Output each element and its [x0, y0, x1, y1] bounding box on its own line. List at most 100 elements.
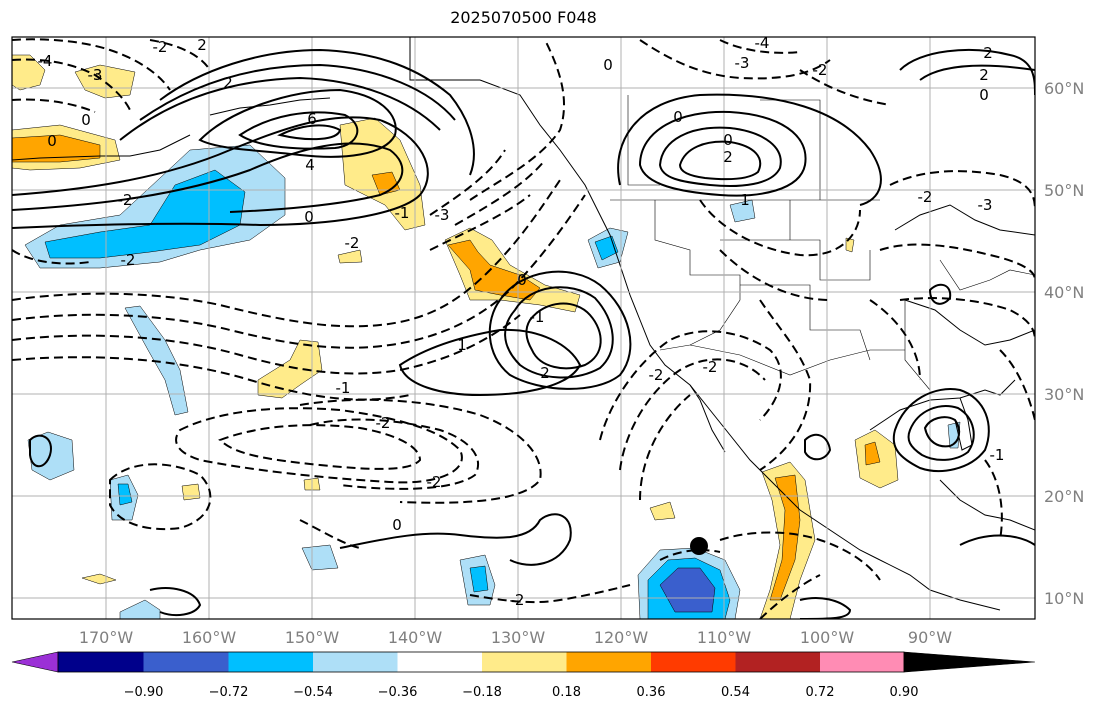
- fill-positive-small-1: [337, 249, 363, 264]
- contour-label: 0: [304, 208, 314, 226]
- contour-label: 6: [307, 110, 317, 128]
- lon-label: 120°W: [594, 628, 649, 647]
- fill-positive-gulf-core: [864, 441, 881, 466]
- contour-label: 0: [81, 111, 91, 129]
- colorbar-tick-label: 0.18: [552, 685, 581, 700]
- fill-negative-sw-2-core: [117, 483, 133, 506]
- contour-label: 2: [540, 364, 550, 382]
- colorbar-tick-label: −0.54: [293, 685, 333, 700]
- contour-label: 2: [979, 66, 989, 84]
- contour-label: 0: [47, 132, 57, 150]
- colorbar: [11, 651, 1036, 673]
- colorbar-bin: [313, 652, 398, 672]
- lon-label: 100°W: [800, 628, 855, 647]
- fill-negative-sw-1: [27, 431, 75, 481]
- contour-label: -2: [376, 414, 391, 432]
- latitude-labels: 60°N 50°N 40°N 30°N 20°N 10°N: [1044, 79, 1084, 608]
- contour-label: 1: [740, 191, 750, 209]
- fill-positive-mexico-strip-core: [769, 474, 801, 601]
- fill-positive-mid-pac: [257, 339, 323, 399]
- contour-label: -3: [435, 206, 450, 224]
- location-marker: [690, 537, 708, 555]
- lon-label: 140°W: [388, 628, 443, 647]
- fill-positive-offshore-core: [447, 239, 541, 301]
- contour-label: 1: [457, 336, 467, 354]
- colorbar-tick-label: 0.72: [806, 685, 835, 700]
- lat-label: 30°N: [1044, 385, 1084, 404]
- fill-negative-south-1: [301, 544, 339, 571]
- fill-positive-small-3: [181, 483, 201, 501]
- colorbar-bin: [566, 652, 651, 672]
- contour-label: -4: [38, 52, 53, 70]
- fill-negative-south-3: [119, 599, 161, 619]
- graticule: [12, 37, 1035, 619]
- fill-positive-small-5: [81, 573, 117, 585]
- fill-positive-top: [74, 64, 136, 99]
- fill-negative-mexico-core: [659, 567, 716, 613]
- colorbar-bin: [143, 652, 229, 672]
- contours-negative: [12, 38, 1035, 619]
- contour-label: -2: [121, 251, 136, 269]
- contour-label: -3: [735, 54, 750, 72]
- lat-label: 50°N: [1044, 181, 1084, 200]
- contour-label: 0: [392, 516, 402, 534]
- lon-label: 110°W: [697, 628, 752, 647]
- colorbar-extend-low: [11, 651, 59, 673]
- colorbar-ticks: −0.90 −0.72 −0.54 −0.36 −0.18 0.18 0.36 …: [124, 685, 919, 700]
- colorbar-bin: [397, 652, 482, 672]
- contour-label: -4: [755, 34, 770, 52]
- fill-negative-idaho: [729, 199, 756, 223]
- contour-label: -3: [88, 66, 103, 84]
- fill-negative-northpac-core: [44, 169, 246, 259]
- fill-positive-west-core: [12, 134, 101, 163]
- contour-label: -2: [153, 38, 168, 56]
- contour-label: -1: [336, 379, 351, 397]
- map-panel: [12, 37, 1035, 619]
- contour-label: 2: [197, 36, 207, 54]
- map-frame: [11, 36, 1036, 620]
- contour-label: 0: [723, 131, 733, 149]
- colorbar-bin: [482, 652, 567, 672]
- contour-label: 2: [223, 74, 233, 92]
- contour-label: 4: [305, 156, 315, 174]
- colorbar-bin: [58, 652, 144, 672]
- colorbar-tick-label: −0.18: [462, 685, 502, 700]
- contour-label: -2: [510, 591, 525, 609]
- anomaly-fills: [12, 54, 961, 619]
- colorbar-tick-label: −0.72: [209, 685, 249, 700]
- contours-positive: [12, 48, 1035, 619]
- contour-label: -2: [918, 188, 933, 206]
- contour-label: 2: [983, 44, 993, 62]
- longitude-labels: 170°W 160°W 150°W 140°W 130°W 120°W 110°…: [79, 628, 952, 647]
- lat-label: 40°N: [1044, 283, 1084, 302]
- contour-label: -2: [813, 61, 828, 79]
- contour-label: -2: [703, 358, 718, 376]
- map-title: 2025070500 F048: [450, 8, 597, 27]
- colorbar-tick-label: 0.54: [721, 685, 750, 700]
- contour-label: 2: [723, 148, 733, 166]
- contour-label: -1: [530, 308, 545, 326]
- lon-label: 160°W: [182, 628, 237, 647]
- lon-label: 170°W: [79, 628, 134, 647]
- colorbar-tick-label: −0.36: [378, 685, 418, 700]
- contour-label: -3: [978, 196, 993, 214]
- lon-label: 90°W: [908, 628, 952, 647]
- colorbar-tick-label: 0.36: [637, 685, 666, 700]
- colorbar-frame: [57, 651, 905, 673]
- lon-label: 150°W: [285, 628, 340, 647]
- colorbar-tick-label: −0.90: [124, 685, 164, 700]
- colorbar-bin: [735, 652, 820, 672]
- fill-negative-south-2-core: [469, 565, 489, 593]
- contour-label: -2: [345, 234, 360, 252]
- coastlines: [12, 37, 1035, 611]
- contour-label: 0: [517, 271, 527, 289]
- contour-labels: -4 -3 2 0 0 -2 2 6 4 -2 -2 0 -1 -3 -2 0 …: [38, 34, 1005, 609]
- lat-label: 10°N: [1044, 589, 1084, 608]
- contour-label: 0: [603, 56, 613, 74]
- contour-label: -1: [990, 446, 1005, 464]
- colorbar-tick-label: 0.90: [890, 685, 919, 700]
- colorbar-bin: [651, 652, 736, 672]
- contour-label: -1: [395, 204, 410, 222]
- colorbar-bin: [228, 652, 313, 672]
